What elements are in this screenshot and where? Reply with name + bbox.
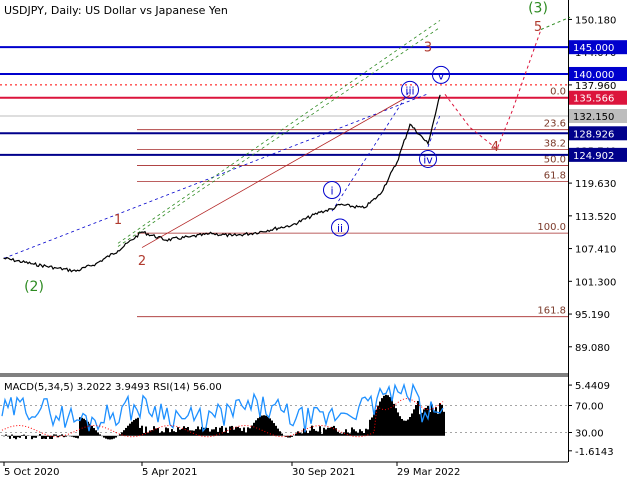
price-tag-bg [569, 90, 627, 105]
price-point [211, 233, 213, 235]
wave-label: (3) [528, 0, 548, 16]
wave-label-circle [419, 149, 437, 168]
x-tick-label: 30 Sep 2021 [292, 467, 355, 478]
indicator-tick-label: 30.00 [575, 429, 604, 440]
wave-label: 4 [491, 140, 499, 155]
indicator-panel [0, 382, 568, 440]
y-tick-label: 137.960 [575, 81, 616, 92]
price-point [319, 211, 321, 213]
price-line [3, 95, 441, 273]
price-point [363, 207, 365, 209]
indicator-tick-label: -1.6143 [575, 447, 614, 458]
price-tags: 145.000 140.000 135.566 132.150 128.926 124.9… [569, 40, 627, 162]
y-tick-label: 119.630 [575, 179, 616, 190]
trend-line [141, 95, 411, 248]
fib-level-label: 23.6 [544, 119, 566, 130]
price-point [409, 123, 411, 125]
wave-label: 5 [534, 20, 542, 35]
x-tick-label: 5 Apr 2021 [142, 467, 197, 478]
wave-label: 3 [424, 40, 432, 55]
price-tag-bg [569, 66, 627, 81]
rsi-line [1, 382, 444, 433]
price-point [231, 235, 233, 237]
price-tag-label: 145.000 [573, 43, 614, 54]
price-tag-label: 128.926 [573, 129, 614, 140]
price-tag-label: 132.150 [573, 112, 614, 123]
fib-level-label: 0.0 [550, 87, 566, 98]
y-tick-label: 150.180 [575, 15, 616, 26]
price-point [75, 270, 77, 272]
price-point [291, 224, 293, 226]
price-point [95, 263, 97, 265]
wave-label-circle [432, 65, 450, 84]
price-tag-bg [569, 126, 627, 141]
price-point [141, 231, 143, 233]
trend-line [117, 27, 441, 247]
wave-label-circle [323, 181, 341, 200]
fib-level-label: 38.2 [544, 139, 566, 150]
y-tick-label: 95.190 [575, 310, 610, 321]
macd-signal-line [1, 397, 444, 438]
price-tag-label: 140.000 [573, 70, 614, 81]
fibonacci-levels: 0.0 23.6 38.2 50.0 61.8 100.0 161.8 [137, 87, 568, 318]
x-tick-label: 29 Mar 2022 [397, 467, 460, 478]
wave-label: 2 [138, 254, 146, 269]
trend-line [117, 20, 441, 244]
forecast-path-green [540, 16, 571, 30]
trend-line [331, 89, 411, 212]
indicator-title: MACD(5,34,5) 3.2022 3.9493 RSI(14) 56.00 [4, 382, 222, 393]
price-tag-label: 124.902 [573, 151, 614, 162]
wave-label-circle [331, 218, 349, 237]
indicator-y-axis: 5.4409 70.00 30.00 -1.6143 [568, 381, 614, 458]
price-point [55, 267, 57, 269]
price-point [3, 257, 5, 259]
price-point [253, 232, 255, 234]
forecast-path [444, 29, 542, 150]
price-tag-bg [569, 109, 627, 124]
fib-level-label: 50.0 [544, 155, 566, 166]
price-point [33, 263, 35, 265]
trend-lines [3, 16, 571, 259]
price-point [339, 204, 341, 206]
wave-label: iv [423, 153, 433, 166]
fib-level-label: 161.8 [537, 306, 566, 317]
wave-label: v [438, 69, 445, 82]
price-tag-label: 135.566 [573, 94, 614, 105]
x-tick-label: 5 Oct 2020 [4, 467, 59, 478]
price-point [165, 239, 167, 241]
price-point [117, 250, 119, 252]
y-tick-label: 101.300 [575, 277, 616, 288]
wave-label: ii [337, 222, 343, 235]
x-axis-ticks: 5 Oct 2020 5 Apr 2021 30 Sep 2021 29 Mar 20… [3, 462, 460, 478]
price-point [379, 193, 381, 196]
y-tick-label: 113.520 [575, 212, 616, 223]
wave-label-circle [401, 80, 419, 99]
price-point [396, 161, 398, 163]
price-point [189, 236, 191, 238]
trend-line [3, 93, 429, 259]
y-tick-label: 107.410 [575, 245, 616, 256]
price-point [427, 143, 429, 145]
wave-label: (2) [24, 279, 44, 295]
price-tag-bg [569, 147, 627, 162]
fib-level-label: 61.8 [544, 171, 566, 182]
wave-label: i [330, 185, 333, 198]
wave-label: iii [405, 84, 414, 97]
price-series [3, 94, 441, 273]
price-point [331, 208, 333, 210]
price-point [439, 94, 441, 97]
fib-level-label: 100.0 [537, 222, 566, 233]
indicator-tick-label: 5.4409 [575, 381, 610, 392]
chart-title: USDJPY, Daily: US Dollar vs Japanese Yen [4, 4, 228, 17]
price-tag-bg [569, 40, 627, 55]
wave-label: 1 [114, 213, 122, 228]
indicator-tick-label: 70.00 [575, 401, 604, 412]
y-tick-label: 89.080 [575, 343, 610, 354]
